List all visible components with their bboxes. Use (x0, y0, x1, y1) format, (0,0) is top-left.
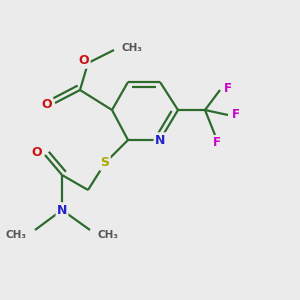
Text: CH₃: CH₃ (6, 230, 27, 240)
Text: N: N (155, 134, 165, 146)
Text: O: O (42, 98, 52, 112)
Text: F: F (213, 136, 221, 149)
Text: F: F (232, 109, 240, 122)
Text: F: F (224, 82, 232, 94)
Text: O: O (32, 146, 42, 160)
Text: CH₃: CH₃ (122, 43, 143, 53)
Text: N: N (57, 203, 67, 217)
Text: O: O (79, 55, 89, 68)
Text: CH₃: CH₃ (98, 230, 119, 240)
Text: S: S (100, 157, 109, 169)
